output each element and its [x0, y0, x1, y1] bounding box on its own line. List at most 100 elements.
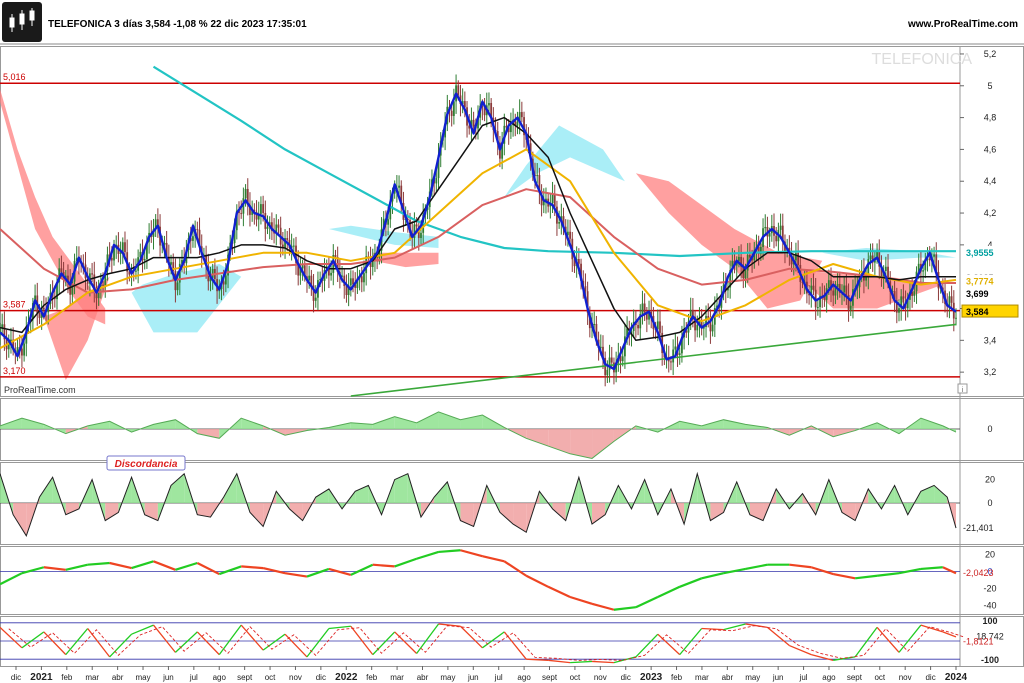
candle-body [363, 273, 365, 283]
subpanel-tick-label: -40 [983, 601, 996, 611]
oscillator-segment [657, 585, 681, 598]
oscillator-segment [701, 627, 724, 631]
level-label: 3,170 [3, 366, 26, 376]
chart-title: TELEFONICA 3 días 3,584 -1,08 % 22 dic 2… [48, 19, 307, 30]
divergence-label-box [106, 455, 186, 471]
time-tick-label: dic [925, 673, 935, 682]
oscillator-segment [811, 654, 834, 661]
price-tick-label: 5 [987, 81, 992, 91]
watermark: TELEFONICA [872, 51, 973, 68]
oscillator-segment [723, 567, 746, 575]
time-tick-label: dic [316, 673, 326, 682]
candle-body [23, 343, 26, 356]
histogram-segment [171, 473, 185, 503]
tenkan-line [0, 116, 956, 342]
candle-body [935, 254, 938, 272]
time-tick-label: jul [799, 673, 808, 682]
candle-body [110, 257, 113, 261]
candle-body [82, 263, 85, 265]
candle-body [553, 194, 556, 207]
candle-body [933, 254, 935, 257]
candle-body [893, 291, 896, 301]
candle-body [257, 213, 260, 220]
site-url[interactable]: www.ProRealTime.com [907, 19, 1018, 30]
candle-body [413, 224, 416, 238]
candle-body [192, 236, 194, 241]
candle-body [558, 222, 561, 224]
subpanel-tick-label: -21,401 [963, 523, 994, 533]
candle-body [917, 263, 920, 272]
candle-body [468, 125, 471, 129]
candle-body [827, 280, 830, 289]
oscillator-segment [241, 565, 264, 570]
candle-body [895, 300, 898, 313]
histogram-segment [868, 488, 882, 509]
oscillator-segment [0, 626, 23, 649]
candle-body [696, 324, 699, 331]
oscillator-segment [745, 563, 768, 571]
divergence-box: Discordancia [106, 455, 186, 471]
time-tick-label: oct [874, 673, 885, 682]
candle-body [463, 101, 466, 108]
oscillator-segment [635, 596, 659, 609]
oscillator-segment [175, 561, 198, 571]
oscillator-segment [218, 624, 242, 656]
candle-body [878, 251, 881, 267]
oscillator-segment [942, 631, 957, 638]
oscillator-segment [0, 572, 23, 586]
oscillator-segment [723, 623, 746, 631]
oscillator-segment [196, 631, 220, 656]
oscillator-segment [240, 624, 264, 651]
candle-body [577, 259, 580, 264]
candle-body [341, 275, 343, 277]
oscillator-segment [416, 623, 440, 654]
candle-body [843, 285, 846, 293]
oscillator-1-panel: 0 [0, 411, 993, 459]
candle-body [845, 285, 848, 296]
candle-body [262, 204, 265, 213]
price-tick-label: 4,8 [984, 113, 997, 123]
oscillator-segment [525, 574, 549, 588]
horizontal-levels: 5,016 3,587 3,170 [0, 72, 960, 378]
candle-body [7, 341, 10, 350]
candle-body [224, 275, 227, 285]
candle-body [702, 327, 705, 329]
candle-body [3, 324, 6, 340]
time-tick-label: abr [722, 673, 734, 682]
info-icon[interactable] [957, 383, 968, 394]
price-label: 3,7774 [966, 276, 994, 286]
oscillator-segment [152, 624, 176, 653]
histogram-segment [289, 503, 303, 521]
candle-body [253, 209, 256, 212]
candle-body [538, 175, 541, 193]
candle-body [60, 268, 63, 273]
candle-body [246, 188, 249, 205]
oscillator-segment [87, 628, 111, 658]
moving-average-yellow [0, 148, 957, 350]
price-label: 3,584 [966, 307, 989, 317]
oscillator-segment [591, 660, 614, 664]
candle-body [352, 278, 354, 285]
time-tick-label: jul [189, 673, 198, 682]
time-tick-label: 2024 [945, 672, 968, 683]
candle-body [38, 313, 41, 318]
candle-body [545, 198, 547, 201]
time-tick-label: feb [671, 673, 683, 682]
oscillator-segment [635, 633, 659, 658]
level-label: 5,016 [3, 72, 26, 82]
candle-body [71, 281, 74, 295]
divergence-label: Discordancia [115, 459, 178, 470]
histogram-segment [841, 503, 856, 521]
time-tick-label: jun [162, 673, 174, 682]
candle-body [75, 258, 78, 262]
candle-body [233, 230, 236, 244]
histogram-segment [105, 503, 119, 521]
candle-body [255, 211, 258, 220]
candle-body [924, 258, 927, 271]
oscillator-segment [350, 625, 374, 656]
histogram-segment [109, 421, 132, 433]
candle-body [880, 266, 883, 279]
candle-body [744, 270, 747, 279]
candle-body [707, 316, 710, 319]
candle-body [244, 188, 247, 199]
